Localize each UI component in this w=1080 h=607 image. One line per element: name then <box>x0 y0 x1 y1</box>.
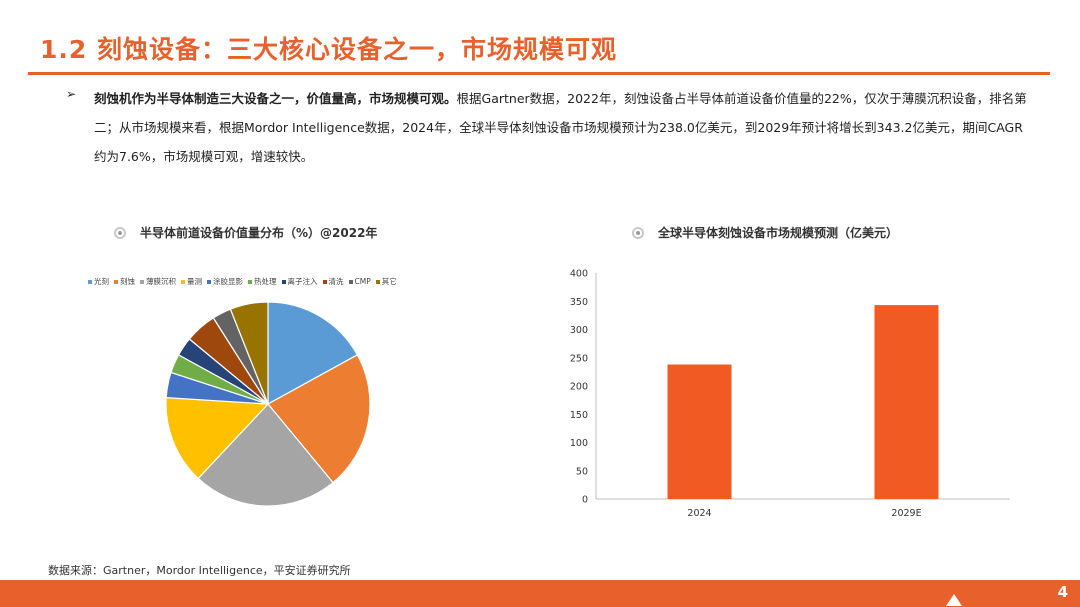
legend-label: 薄膜沉积 <box>146 277 176 286</box>
source-note: 数据来源：Gartner，Mordor Intelligence，平安证券研究所 <box>48 564 351 577</box>
pie-slice <box>197 403 334 507</box>
pie-chart-header: 半导体前道设备价值量分布（%）@2022年 <box>114 224 377 241</box>
bar <box>874 305 939 499</box>
legend-item: CMP <box>348 276 371 287</box>
body-bold-lead: 刻蚀机作为半导体制造三大设备之一，价值量高，市场规模可观。 <box>94 91 457 106</box>
legend-swatch <box>322 279 327 284</box>
legend-item: 清洗 <box>322 276 344 287</box>
y-tick-label: 50 <box>576 466 588 477</box>
page-title: 1.2 刻蚀设备：三大核心设备之一，市场规模可观 <box>40 35 617 64</box>
legend-label: CMP <box>354 277 371 286</box>
legend-label: 清洗 <box>328 277 344 286</box>
y-tick-label: 400 <box>570 269 588 280</box>
legend-swatch <box>248 279 252 284</box>
logo-icon <box>946 594 962 606</box>
legend-swatch <box>88 279 92 284</box>
radio-icon <box>114 226 126 239</box>
y-tick-label: 250 <box>570 353 588 364</box>
legend-item: 涂胶显影 <box>207 276 243 287</box>
legend-swatch <box>181 279 185 284</box>
bar <box>667 364 732 499</box>
title-divider <box>28 72 1050 75</box>
bar-chart: 0 50 100 150 200 250 300 350 400 2024 2029E <box>570 269 1010 519</box>
legend-item: 量测 <box>181 276 202 287</box>
legend-label: 离子注入 <box>287 277 318 286</box>
legend-swatch <box>348 279 353 284</box>
legend-item: 其它 <box>375 276 397 287</box>
pie-slice <box>267 354 371 484</box>
body-text: 根据Gartner数据，2022年，刻蚀设备占半导体前道设备价值量的22%，仅次… <box>94 91 1027 164</box>
footer-bar <box>0 580 1080 607</box>
legend-swatch <box>281 279 286 284</box>
legend-label: 刻蚀 <box>120 277 135 286</box>
legend-swatch <box>207 279 211 284</box>
legend-swatch <box>140 279 144 284</box>
legend-item: 光刻 <box>88 276 109 287</box>
legend-swatch <box>375 279 380 284</box>
legend-label: 光刻 <box>94 277 109 286</box>
pie-slice <box>165 396 270 480</box>
pie-slice <box>229 301 269 405</box>
pie-chart-title: 半导体前道设备价值量分布（%）@2022年 <box>140 226 378 240</box>
pie-slice <box>267 301 359 406</box>
legend-item: 薄膜沉积 <box>140 276 176 287</box>
y-tick-label: 100 <box>570 438 588 449</box>
legend-label: 量测 <box>187 277 202 286</box>
y-tick-label: 200 <box>570 382 588 393</box>
pie-legend: 光刻 刻蚀 薄膜沉积 量测 涂胶显影 热处理 离子注入 清洗 CMP 其它 <box>88 276 397 287</box>
y-tick-label: 300 <box>570 325 588 336</box>
y-tick-label: 350 <box>570 297 588 308</box>
pie-chart <box>165 301 371 507</box>
x-tick-label: 2029E <box>891 508 921 519</box>
legend-label: 热处理 <box>254 277 277 286</box>
y-tick-label: 0 <box>582 495 588 506</box>
legend-label: 涂胶显影 <box>213 277 243 286</box>
legend-item: 热处理 <box>248 276 277 287</box>
y-tick-label: 150 <box>570 410 588 421</box>
bar-chart-header: 全球半导体刻蚀设备市场规模预测（亿美元） <box>632 224 898 241</box>
radio-icon <box>632 226 644 239</box>
legend-item: 刻蚀 <box>114 276 135 287</box>
page-number: 4 <box>1057 583 1068 601</box>
legend-item: 离子注入 <box>281 276 318 287</box>
bullet-arrow-icon: ➢ <box>66 87 77 101</box>
legend-label: 其它 <box>381 277 397 286</box>
legend-swatch <box>114 279 118 284</box>
bar-chart-title: 全球半导体刻蚀设备市场规模预测（亿美元） <box>658 226 899 240</box>
body-paragraph: 刻蚀机作为半导体制造三大设备之一，价值量高，市场规模可观。根据Gartner数据… <box>94 84 1034 171</box>
x-tick-label: 2024 <box>687 508 711 519</box>
